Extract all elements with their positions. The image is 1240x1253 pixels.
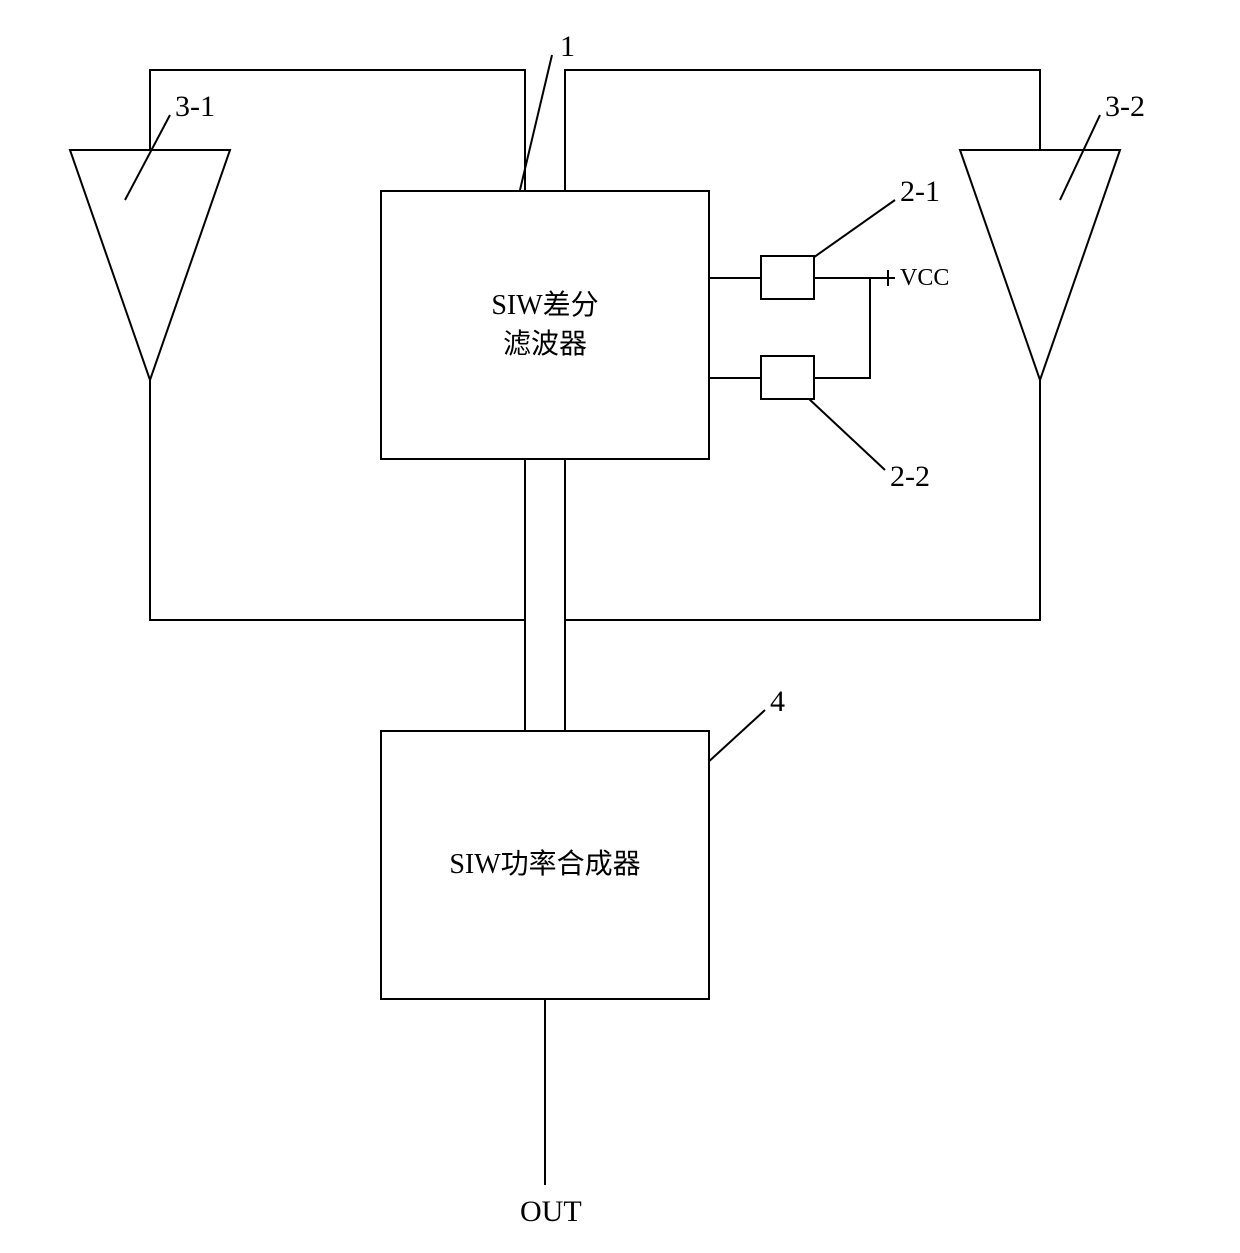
siw-combiner-block: SIW功率合成器 bbox=[380, 730, 710, 1000]
callout-2-1: 2-1 bbox=[900, 175, 940, 209]
small-block-top bbox=[760, 255, 815, 300]
callout-3-2: 3-2 bbox=[1105, 90, 1145, 124]
siw-filter-block: SIW差分 滤波器 bbox=[380, 190, 710, 460]
small-block-bottom bbox=[760, 355, 815, 400]
out-label: OUT bbox=[520, 1195, 582, 1229]
siw-combiner-label: SIW功率合成器 bbox=[449, 845, 640, 884]
callout-3-1: 3-1 bbox=[175, 90, 215, 124]
vcc-label: VCC bbox=[900, 265, 949, 292]
block-diagram: SIW差分 滤波器 SIW功率合成器 1 2-1 2-2 3-1 3-2 4 V… bbox=[0, 0, 1240, 1253]
siw-filter-label: SIW差分 滤波器 bbox=[491, 286, 598, 364]
callout-4: 4 bbox=[770, 685, 785, 719]
callout-2-2: 2-2 bbox=[890, 460, 930, 494]
callout-1: 1 bbox=[560, 30, 575, 64]
diagram-svg bbox=[0, 0, 1240, 1253]
